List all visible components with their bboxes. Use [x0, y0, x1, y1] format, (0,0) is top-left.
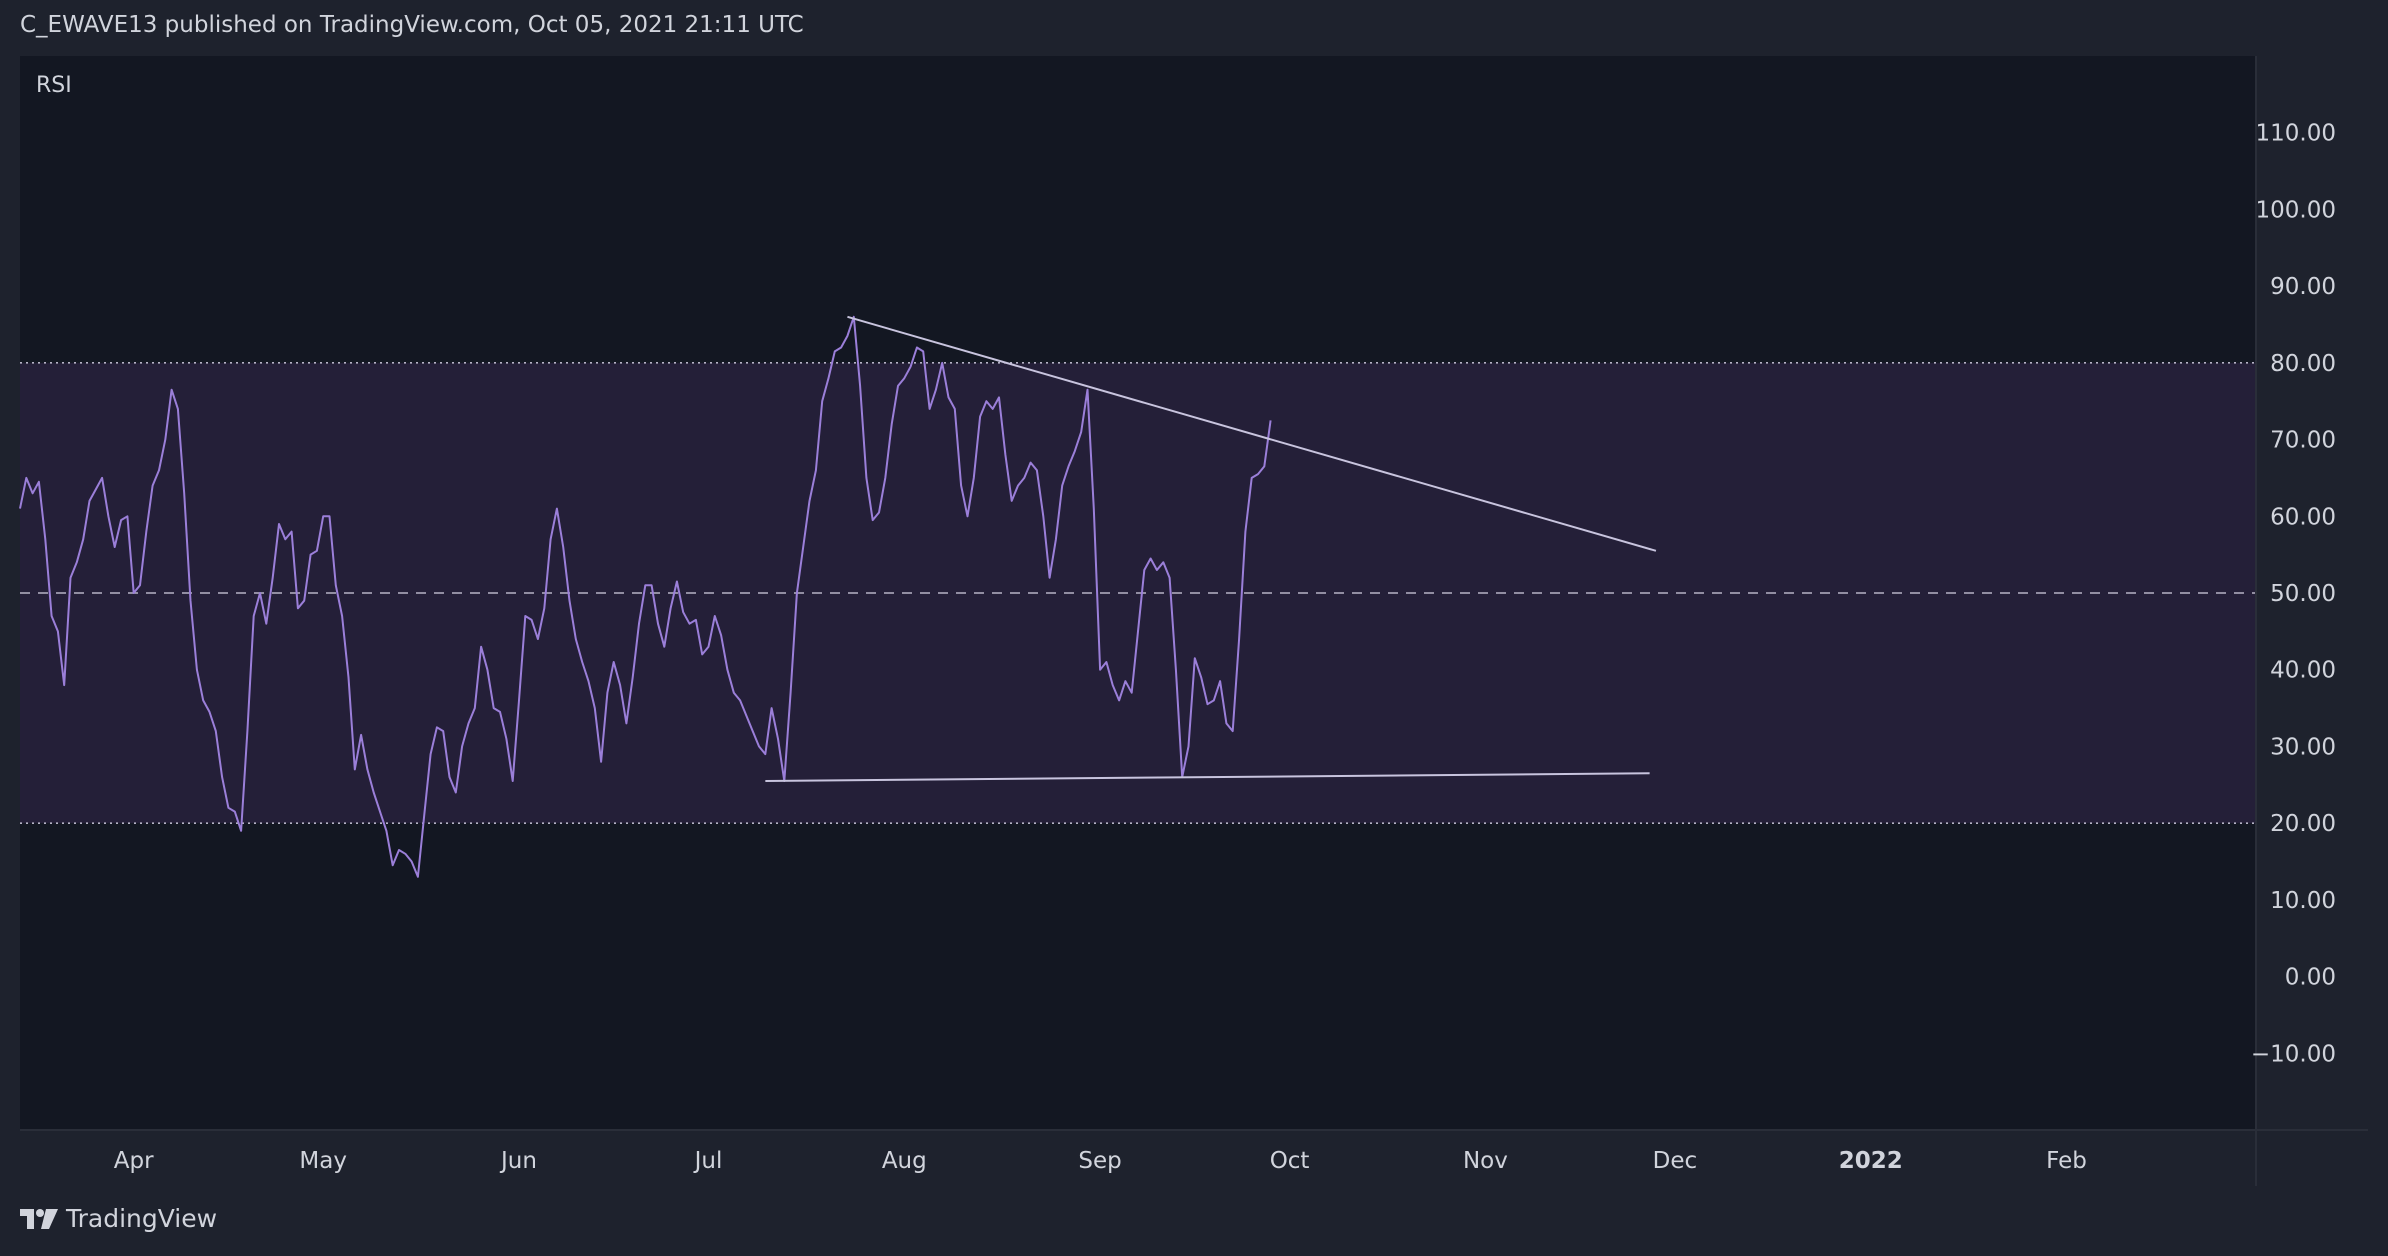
trendline-group [765, 315, 1657, 782]
brand-logo[interactable]: TradingView [20, 1204, 217, 1233]
x-tick-label: May [299, 1148, 347, 1174]
x-tick-label: Feb [2046, 1148, 2087, 1174]
x-tick-label: Dec [1653, 1148, 1698, 1174]
brand-name: TradingView [66, 1204, 218, 1233]
y-tick-label: 40.00 [2270, 658, 2336, 684]
x-tick-label: Jul [693, 1148, 723, 1174]
y-tick-label: 100.00 [2256, 197, 2336, 223]
rsi-series-line-0 [19, 315, 1272, 878]
trendline-0[interactable] [847, 315, 1657, 552]
y-tick-label: 50.00 [2270, 581, 2336, 607]
y-tick-label: −10.00 [2251, 1041, 2336, 1067]
series-group [19, 315, 1272, 878]
tradingview-logo-icon [20, 1208, 58, 1229]
x-tick-label: Apr [114, 1148, 154, 1174]
x-tick-label: Jun [499, 1148, 537, 1174]
y-tick-label: 90.00 [2270, 274, 2336, 300]
published-header: C_EWAVE13 published on TradingView.com, … [20, 12, 804, 38]
indicator-title: RSI [36, 73, 72, 98]
y-tick-label: 10.00 [2270, 888, 2336, 914]
trendline-1[interactable] [765, 772, 1650, 782]
x-tick-label: Aug [882, 1148, 927, 1174]
y-tick-label: 0.00 [2285, 965, 2336, 991]
x-tick-label: Sep [1078, 1148, 1121, 1174]
x-tick-label: Nov [1463, 1148, 1508, 1174]
y-tick-label: 20.00 [2270, 811, 2336, 837]
x-tick-label: Oct [1270, 1148, 1310, 1174]
y-tick-label: 60.00 [2270, 504, 2336, 530]
y-axis[interactable]: 110.00 100.00 90.00 80.00 70.00 60.00 50.00 40.… [2251, 121, 2336, 1068]
y-tick-label: 30.00 [2270, 734, 2336, 760]
x-axis[interactable]: Apr May Jun Jul Aug Sep Oct Nov Dec 2022 Feb [114, 1148, 2087, 1174]
y-tick-label: 80.00 [2270, 351, 2336, 377]
y-tick-label: 110.00 [2256, 121, 2336, 147]
y-tick-label: 70.00 [2270, 428, 2336, 454]
x-tick-label: 2022 [1839, 1148, 1903, 1174]
